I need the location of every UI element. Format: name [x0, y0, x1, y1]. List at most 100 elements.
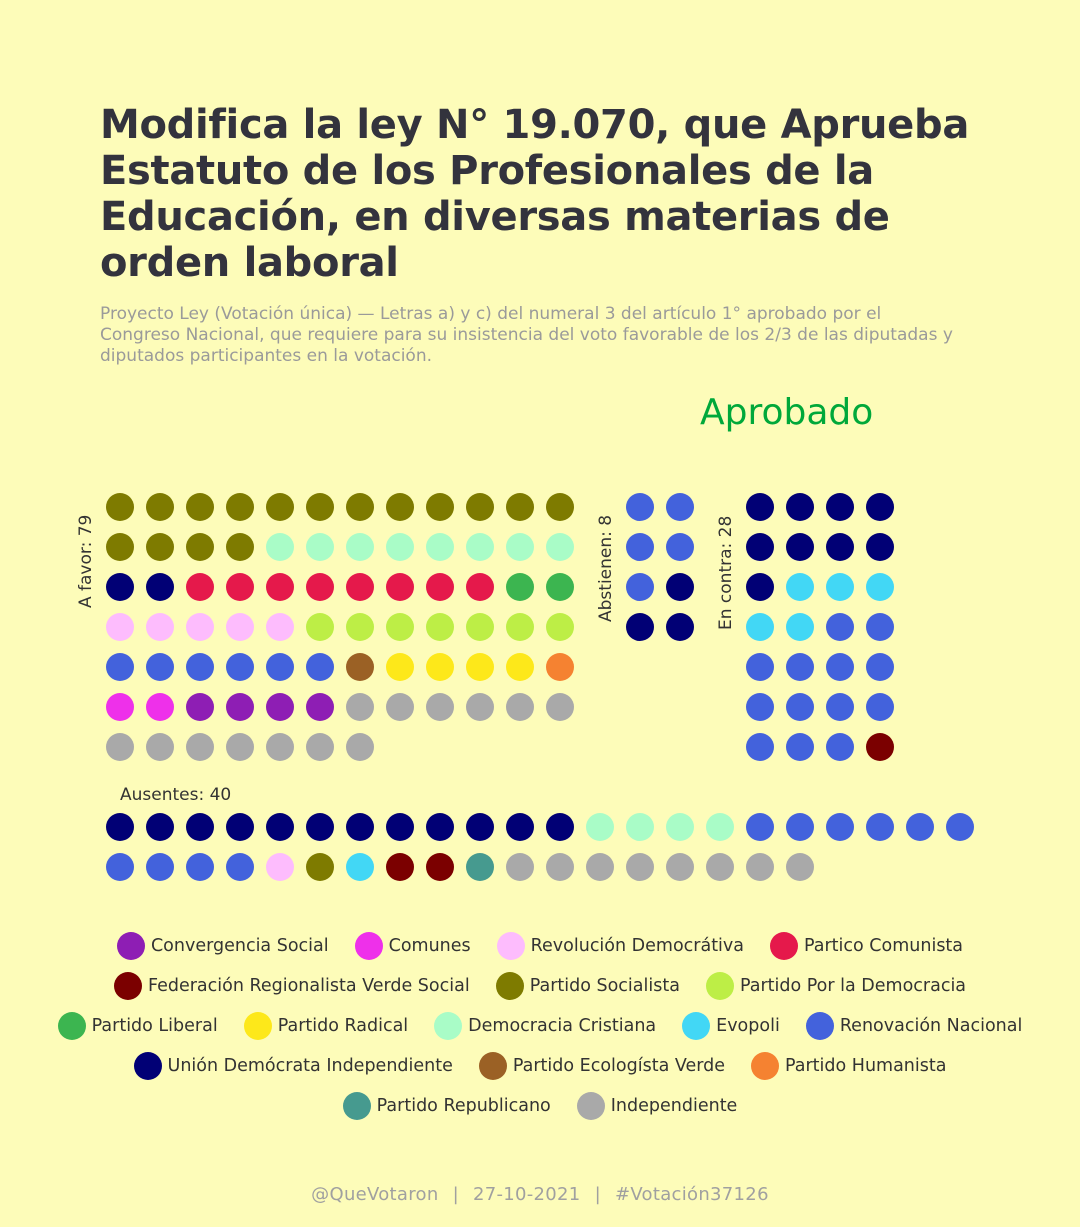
legend-swatch — [576, 1092, 605, 1120]
vote-dot-rn — [866, 693, 894, 721]
vote-dot-rn — [866, 653, 894, 681]
vote-dot-rd — [186, 613, 214, 641]
vote-dot-pc — [346, 573, 374, 601]
vote-dot-udi — [426, 813, 454, 841]
vote-dot-rn — [866, 613, 894, 641]
vote-dot-ind — [346, 693, 374, 721]
legend-item: Democracia Cristiana — [434, 1012, 656, 1040]
vote-dot-rn — [866, 813, 894, 841]
vote-dot-pc — [306, 573, 334, 601]
legend-swatch — [57, 1012, 86, 1040]
vote-dot-ppd — [386, 613, 414, 641]
vote-dot-rn — [826, 613, 854, 641]
vote-dot-udi — [786, 533, 814, 561]
legend-row: Federación Regionalista Verde Social Part… — [30, 966, 1050, 1006]
vote-dot-pr — [466, 653, 494, 681]
vote-dot-rn — [746, 733, 774, 761]
legend-item: Partido Liberal — [57, 1012, 218, 1040]
vote-dot-ind — [466, 693, 494, 721]
legend-row: Unión Demócrata Independiente Partido Eco… — [30, 1046, 1050, 1086]
vote-dot-evo — [786, 613, 814, 641]
legend-label: Independiente — [610, 1096, 738, 1116]
vote-dot-dc — [346, 533, 374, 561]
legend-item: Partico Comunista — [770, 932, 963, 960]
vote-dot-udi — [146, 813, 174, 841]
vote-dot-com — [106, 693, 134, 721]
legend-row: Convergencia Social Comunes Revolución Dem… — [30, 926, 1050, 966]
vote-dot-cs — [266, 693, 294, 721]
vote-dot-rd — [146, 613, 174, 641]
legend-swatch — [116, 932, 145, 960]
vote-dot-evo — [826, 573, 854, 601]
vote-dot-ind — [506, 693, 534, 721]
legend-item: Revolución Democrátiva — [496, 932, 744, 960]
vote-dot-rn — [666, 533, 694, 561]
vote-dot-dc — [306, 533, 334, 561]
legend-label: Partido Republicano — [376, 1096, 551, 1116]
legend-item: Comunes — [354, 932, 471, 960]
vote-dot-rn — [946, 813, 974, 841]
vote-dot-ps — [146, 533, 174, 561]
legend-row: Partido Liberal Partido Radical Democracia… — [30, 1006, 1050, 1046]
legend-item: Evopoli — [682, 1012, 780, 1040]
vote-dot-ind — [186, 733, 214, 761]
vote-dot-rn — [226, 653, 254, 681]
vote-dot-pl — [506, 573, 534, 601]
legend-swatch — [113, 972, 142, 1000]
vote-dot-rn — [666, 493, 694, 521]
vote-dot-ps — [226, 533, 254, 561]
vote-dot-dc — [506, 533, 534, 561]
legend-item: Independiente — [576, 1092, 738, 1120]
vote-dot-ind — [586, 853, 614, 881]
vote-dot-dc — [426, 533, 454, 561]
vote-dot-ind — [786, 853, 814, 881]
vote-dot-evo — [346, 853, 374, 881]
vote-dot-ind — [706, 853, 734, 881]
vote-dot-rd — [226, 613, 254, 641]
vote-dot-udi — [866, 493, 894, 521]
vote-dot-rn — [826, 813, 854, 841]
vote-dot-rn — [106, 853, 134, 881]
vote-dot-udi — [106, 813, 134, 841]
legend-swatch — [496, 932, 525, 960]
legend-item: Federación Regionalista Verde Social — [113, 972, 470, 1000]
vote-dot-ppd — [466, 613, 494, 641]
vote-dot-rep — [466, 853, 494, 881]
vote-dot-ps — [186, 493, 214, 521]
legend-item: Partido Republicano — [342, 1092, 551, 1120]
legend-swatch — [805, 1012, 834, 1040]
vote-dot-evo — [786, 573, 814, 601]
vote-dot-rn — [106, 653, 134, 681]
vote-dot-rn — [826, 653, 854, 681]
vote-dot-ind — [346, 733, 374, 761]
vote-dot-udi — [786, 493, 814, 521]
vote-dot-udi — [146, 573, 174, 601]
vote-dot-ps — [426, 493, 454, 521]
legend-label: Partido Radical — [277, 1016, 409, 1036]
vote-dot-pc — [186, 573, 214, 601]
group-label-a-favor: A favor: 79 — [76, 515, 96, 608]
vote-dot-ind — [106, 733, 134, 761]
vote-dot-rn — [786, 693, 814, 721]
vote-dot-rn — [306, 653, 334, 681]
vote-dot-ps — [106, 493, 134, 521]
vote-dot-rd — [106, 613, 134, 641]
vote-dot-frvs — [426, 853, 454, 881]
vote-dot-rn — [826, 733, 854, 761]
group-label-abstienen: Abstienen: 8 — [596, 515, 616, 622]
vote-dot-ps — [346, 493, 374, 521]
vote-dot-ppd — [426, 613, 454, 641]
vote-dot-dc — [706, 813, 734, 841]
legend-swatch — [243, 1012, 272, 1040]
vote-dot-rn — [146, 653, 174, 681]
legend-item: Partido Socialista — [495, 972, 680, 1000]
vote-dot-ps — [106, 533, 134, 561]
legend-swatch — [682, 1012, 711, 1040]
vote-dot-udi — [386, 813, 414, 841]
vote-dot-ps — [266, 493, 294, 521]
vote-dot-rn — [186, 653, 214, 681]
vote-dot-rn — [746, 693, 774, 721]
vote-dot-rn — [826, 693, 854, 721]
legend-label: Partido Liberal — [91, 1016, 218, 1036]
vote-dot-ind — [146, 733, 174, 761]
